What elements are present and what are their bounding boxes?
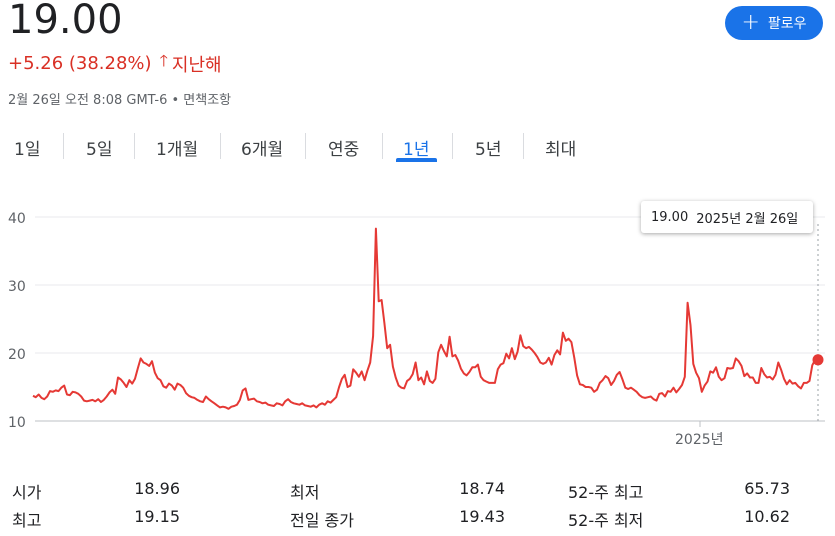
tab-5d[interactable]: 5일 [86, 140, 113, 160]
tab-1d[interactable]: 1일 [14, 140, 41, 160]
price-chart[interactable]: 40 30 20 10 2025년 [0, 190, 835, 460]
grid-lines [35, 216, 825, 422]
active-tab-indicator [396, 158, 437, 162]
hover-point [812, 354, 824, 366]
stat-value-prev-close: 19.43 [459, 507, 505, 526]
y-tick-label: 10 [8, 415, 26, 431]
stat-value-low: 18.74 [459, 479, 505, 498]
y-tick-label: 40 [8, 211, 26, 227]
tab-divider [523, 133, 524, 159]
quote-timestamp: 2월 26일 오전 8:08 GMT-6 • 면책조항 [8, 93, 232, 108]
tab-6m[interactable]: 6개월 [241, 140, 284, 160]
y-tick-label: 30 [8, 279, 26, 295]
price-change: +5.26 (38.28%) 🡑 지난해 [8, 50, 222, 77]
follow-button[interactable]: + 팔로우 [725, 6, 823, 40]
series-line [32, 227, 818, 410]
stat-label-low: 최저 [290, 483, 320, 502]
tooltip-value: 19.00 [651, 209, 689, 225]
stat-label-52w-low: 52-주 최저 [568, 511, 644, 530]
tab-5y[interactable]: 5년 [475, 140, 502, 160]
stat-value-high: 19.15 [134, 507, 180, 526]
stat-value-open: 18.96 [134, 479, 180, 498]
tab-divider [220, 133, 221, 159]
tab-1y[interactable]: 1년 [403, 140, 430, 160]
tab-divider [382, 133, 383, 159]
tooltip-date: 2025년 2월 26일 [696, 211, 799, 227]
tab-divider [452, 133, 453, 159]
stat-value-52w-high: 65.73 [744, 479, 790, 498]
plus-icon: + [741, 10, 760, 35]
stat-value-52w-low: 10.62 [744, 507, 790, 526]
tab-divider [305, 133, 306, 159]
change-value: +5.26 (38.28%) [8, 53, 152, 74]
tab-ytd[interactable]: 연중 [328, 140, 360, 160]
tab-divider [134, 133, 135, 159]
stat-label-high: 최고 [12, 511, 42, 530]
follow-label: 팔로우 [767, 16, 807, 32]
arrow-up-icon: 🡑 [159, 51, 168, 70]
x-tick-label: 2025년 [675, 432, 724, 448]
tab-1m[interactable]: 1개월 [156, 140, 199, 160]
stat-label-52w-high: 52-주 최고 [568, 483, 644, 502]
chart-tooltip: 19.00 2025년 2월 26일 [641, 201, 813, 233]
change-period: 지난해 [171, 54, 222, 76]
y-tick-label: 20 [8, 347, 26, 363]
stat-label-prev-close: 전일 종가 [290, 511, 354, 530]
current-price: 19.00 [8, 0, 123, 43]
stat-label-open: 시가 [12, 483, 42, 502]
tab-divider [63, 133, 64, 159]
tab-max[interactable]: 최대 [545, 140, 577, 160]
